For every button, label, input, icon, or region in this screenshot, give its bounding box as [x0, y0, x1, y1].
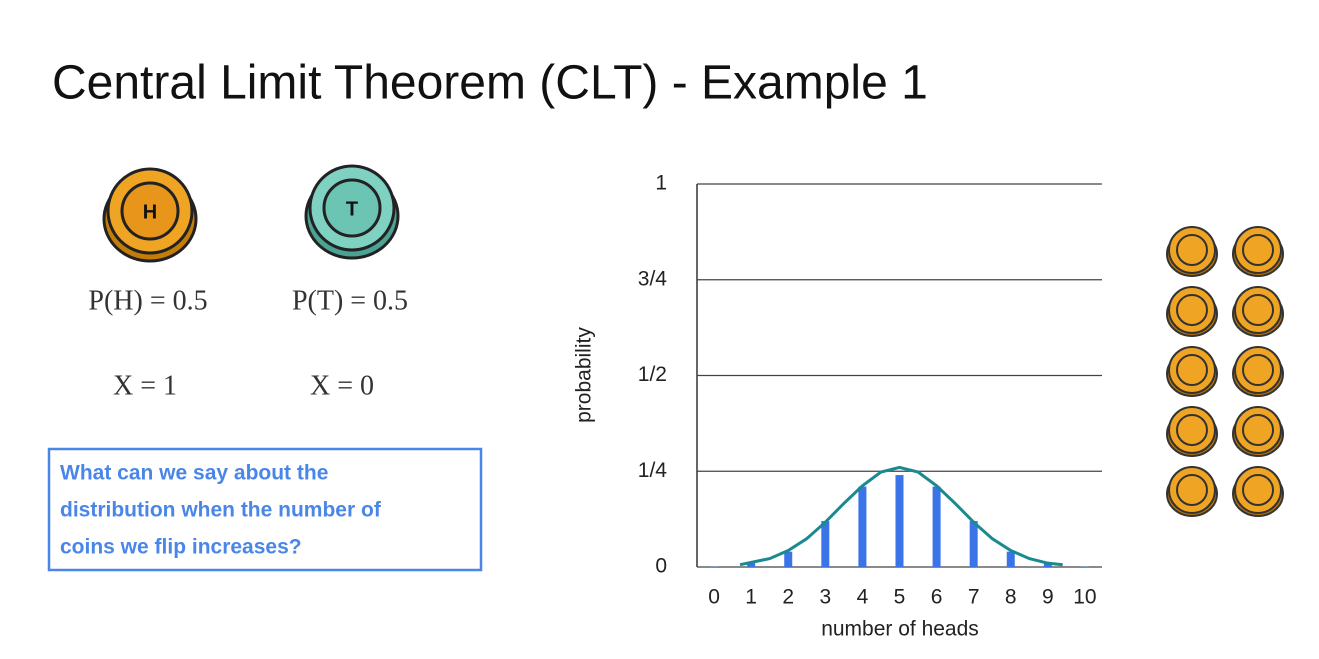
bar [1007, 552, 1015, 567]
tails-coin: T [306, 166, 398, 258]
x-tick-label: 7 [968, 586, 980, 609]
variable-text: X = 1 [113, 370, 177, 401]
coin-label: T [346, 198, 358, 220]
y-axis-label: probability [573, 327, 596, 423]
y-tick-label: 0 [655, 555, 667, 578]
bar [970, 521, 978, 567]
coin [1235, 347, 1281, 393]
coin [1169, 287, 1215, 333]
coin [1235, 467, 1281, 513]
coin [1169, 347, 1215, 393]
bar [933, 487, 941, 567]
y-tick-label: 3/4 [638, 267, 668, 290]
x-tick-label: 3 [819, 586, 831, 609]
bar [858, 487, 866, 567]
question-line: What can we say about the [60, 462, 328, 485]
y-tick-label: 1/4 [638, 459, 668, 482]
y-tick-label: 1/2 [638, 363, 667, 386]
bar [784, 552, 792, 567]
coin [1169, 227, 1215, 273]
probability-text: P(H) = 0.5 [88, 285, 207, 316]
coin [1235, 287, 1281, 333]
heads-coin: H [104, 169, 196, 261]
y-tick-label: 1 [655, 172, 667, 195]
x-tick-label: 0 [708, 586, 720, 609]
coin [1169, 467, 1215, 513]
bar [896, 475, 904, 567]
x-tick-label: 5 [894, 586, 906, 609]
x-tick-label: 10 [1073, 586, 1096, 609]
question-line: distribution when the number of [60, 499, 382, 522]
x-tick-label: 9 [1042, 586, 1054, 609]
x-tick-label: 6 [931, 586, 943, 609]
coin [1235, 227, 1281, 273]
x-tick-label: 4 [857, 586, 869, 609]
probability-text: P(T) = 0.5 [292, 285, 408, 316]
coin [1169, 407, 1215, 453]
slide-title: Central Limit Theorem (CLT) - Example 1 [52, 57, 928, 110]
x-tick-label: 1 [745, 586, 757, 609]
coin [1235, 407, 1281, 453]
x-tick-label: 2 [782, 586, 794, 609]
coin-label: H [143, 201, 157, 223]
x-tick-label: 8 [1005, 586, 1017, 609]
variable-text: X = 0 [310, 370, 374, 401]
bar [821, 521, 829, 567]
x-axis-label: number of heads [821, 618, 979, 641]
question-line: coins we flip increases? [60, 536, 302, 559]
